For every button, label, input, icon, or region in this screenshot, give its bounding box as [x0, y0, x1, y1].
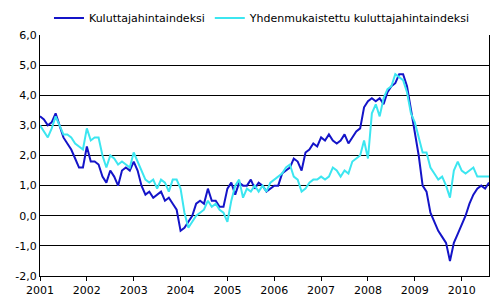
- svg-text:4,0: 4,0: [19, 89, 37, 102]
- svg-text:2010: 2010: [448, 284, 476, 297]
- svg-text:2007: 2007: [307, 284, 335, 297]
- svg-text:5,0: 5,0: [19, 59, 37, 72]
- svg-text:2006: 2006: [260, 284, 288, 297]
- svg-text:2004: 2004: [167, 284, 195, 297]
- svg-text:2,0: 2,0: [19, 149, 37, 162]
- svg-text:2008: 2008: [354, 284, 382, 297]
- svg-text:2009: 2009: [401, 284, 429, 297]
- svg-text:-2,0: -2,0: [15, 270, 36, 283]
- svg-text:0,0: 0,0: [19, 210, 37, 223]
- svg-text:2002: 2002: [73, 284, 101, 297]
- svg-text:2005: 2005: [213, 284, 241, 297]
- svg-text:-1,0: -1,0: [15, 240, 36, 253]
- svg-text:2001: 2001: [26, 284, 54, 297]
- svg-text:6,0: 6,0: [19, 29, 37, 42]
- svg-text:1,0: 1,0: [19, 179, 37, 192]
- svg-text:2003: 2003: [120, 284, 148, 297]
- svg-text:Yhdenmukaistettu kuluttajahint: Yhdenmukaistettu kuluttajahintaindeksi: [249, 12, 469, 25]
- svg-text:Kuluttajahintaindeksi: Kuluttajahintaindeksi: [89, 12, 205, 25]
- svg-text:3,0: 3,0: [19, 119, 37, 132]
